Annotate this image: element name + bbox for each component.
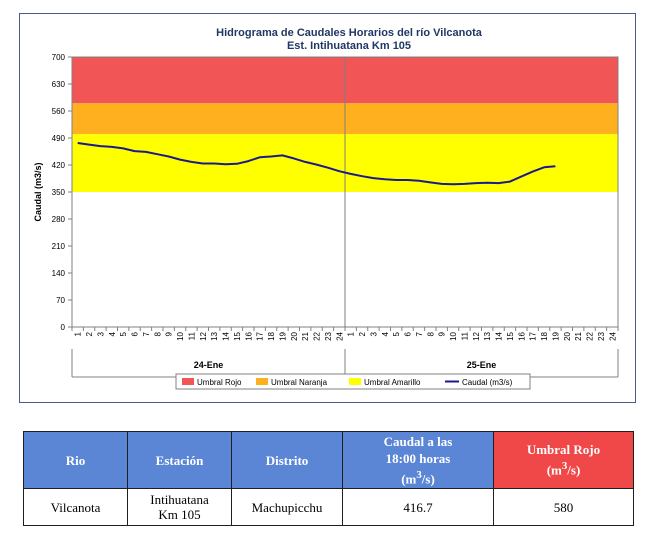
x-tick-label: 8 xyxy=(153,331,162,336)
x-tick-label: 16 xyxy=(517,331,526,340)
x-tick-label: 10 xyxy=(449,331,458,340)
x-tick-label: 4 xyxy=(108,331,117,336)
chart-subtitle: Est. Intihuatana Km 105 xyxy=(287,40,411,52)
day-group-label: 24-Ene xyxy=(194,360,224,370)
x-tick-label: 24 xyxy=(608,331,617,340)
x-tick-label: 14 xyxy=(222,331,231,340)
x-tick-label: 17 xyxy=(256,331,265,340)
x-tick-label: 18 xyxy=(540,331,549,340)
x-tick-label: 17 xyxy=(529,331,538,340)
header-distrito: Distrito xyxy=(231,431,343,489)
station-table: Rio Estación Distrito Caudal a las 18:00 … xyxy=(23,431,634,526)
y-tick-label: 700 xyxy=(52,53,66,62)
y-tick-label: 350 xyxy=(52,188,66,197)
header-caudal: Caudal a las 18:00 horas (m3/s) xyxy=(342,431,494,489)
legend-umbral-rojo-label: Umbral Rojo xyxy=(197,378,242,387)
x-tick-label: 1 xyxy=(74,331,83,336)
legend-umbral-rojo-swatch xyxy=(182,378,194,385)
x-tick-label: 22 xyxy=(586,331,595,340)
x-tick-label: 20 xyxy=(563,331,572,340)
x-tick-label: 19 xyxy=(551,331,560,340)
cell-caudal: 416.7 xyxy=(342,488,494,526)
x-tick-label: 22 xyxy=(313,331,322,340)
x-tick-label: 1 xyxy=(347,331,356,336)
x-tick-label: 2 xyxy=(358,331,367,336)
legend-umbral-amarillo-swatch xyxy=(349,378,361,385)
x-tick-label: 20 xyxy=(290,331,299,340)
x-tick-label: 3 xyxy=(96,331,105,336)
x-tick-label: 24 xyxy=(335,331,344,340)
x-tick-label: 10 xyxy=(176,331,185,340)
x-tick-label: 15 xyxy=(233,331,242,340)
y-tick-label: 210 xyxy=(52,242,66,251)
x-tick-label: 9 xyxy=(165,331,174,336)
table-header-row: Rio Estación Distrito Caudal a las 18:00 … xyxy=(23,431,634,489)
y-tick-label: 70 xyxy=(56,296,65,305)
x-tick-label: 23 xyxy=(597,331,606,340)
header-rio: Rio xyxy=(23,431,128,489)
x-tick-label: 6 xyxy=(131,331,140,336)
x-tick-label: 21 xyxy=(574,331,583,340)
x-tick-label: 19 xyxy=(278,331,287,340)
series-line-caudal xyxy=(77,142,556,186)
x-tick-label: 7 xyxy=(415,331,424,336)
legend-caudal-label: Caudal (m3/s) xyxy=(462,378,513,387)
day-group-label: 25-Ene xyxy=(467,360,497,370)
x-tick-label: 5 xyxy=(392,331,401,336)
x-tick-label: 21 xyxy=(301,331,310,340)
x-tick-label: 9 xyxy=(438,331,447,336)
header-estacion: Estación xyxy=(127,431,232,489)
cell-rio: Vilcanota xyxy=(23,488,128,526)
x-tick-label: 18 xyxy=(267,331,276,340)
y-tick-label: 280 xyxy=(52,215,66,224)
legend-umbral-naranja-label: Umbral Naranja xyxy=(271,378,328,387)
x-tick-label: 11 xyxy=(460,331,469,340)
legend-umbral-naranja-swatch xyxy=(256,378,268,385)
x-tick-label: 6 xyxy=(404,331,413,336)
x-tick-label: 11 xyxy=(187,331,196,340)
header-umbral-rojo: Umbral Rojo (m3/s) xyxy=(493,431,634,489)
x-tick-label: 8 xyxy=(426,331,435,336)
x-tick-label: 13 xyxy=(483,331,492,340)
legend-umbral-amarillo-label: Umbral Amarillo xyxy=(364,378,421,387)
cell-distrito: Machupicchu xyxy=(231,488,343,526)
x-tick-label: 12 xyxy=(199,331,208,340)
x-tick-label: 23 xyxy=(324,331,333,340)
chart-svg: Hidrograma de Caudales Horarios del río … xyxy=(33,27,619,390)
x-tick-label: 12 xyxy=(472,331,481,340)
y-tick-label: 420 xyxy=(52,161,66,170)
x-tick-label: 4 xyxy=(381,331,390,336)
hydrograph-chart: Hidrograma de Caudales Horarios del río … xyxy=(19,13,636,403)
cell-umbral-rojo: 580 xyxy=(493,488,634,526)
y-tick-label: 490 xyxy=(52,134,66,143)
x-tick-label: 7 xyxy=(142,331,151,336)
y-tick-label: 630 xyxy=(52,80,66,89)
y-axis-label: Caudal (m3/s) xyxy=(33,162,43,221)
chart-title: Hidrograma de Caudales Horarios del río … xyxy=(216,27,483,39)
y-tick-label: 140 xyxy=(52,269,66,278)
cell-estacion: Intihuatana Km 105 xyxy=(127,488,232,526)
x-tick-label: 14 xyxy=(495,331,504,340)
x-tick-label: 2 xyxy=(85,331,94,336)
x-tick-label: 15 xyxy=(506,331,515,340)
y-tick-label: 0 xyxy=(61,323,66,332)
x-tick-label: 5 xyxy=(119,331,128,336)
y-tick-label: 560 xyxy=(52,107,66,116)
table-row: Vilcanota Intihuatana Km 105 Machupicchu … xyxy=(23,488,634,526)
x-tick-label: 3 xyxy=(369,331,378,336)
x-tick-label: 13 xyxy=(210,331,219,340)
x-tick-label: 16 xyxy=(244,331,253,340)
